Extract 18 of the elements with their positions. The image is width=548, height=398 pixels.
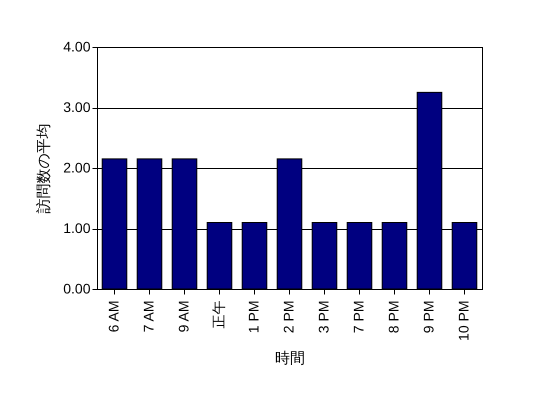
x-tick-label: 3 PM (316, 300, 332, 334)
y-tick-label: 2.00 (63, 160, 91, 176)
x-tick-label: 9 AM (176, 300, 192, 332)
x-tick-label: 正午 (210, 300, 226, 328)
y-axis-title: 訪問数の平均 (35, 124, 52, 214)
x-tick-label: 2 PM (280, 300, 296, 334)
y-tick-label: 3.00 (63, 99, 91, 115)
y-tick-label: 0.00 (63, 280, 91, 296)
x-tick-label: 8 PM (386, 300, 402, 334)
x-tick-label: 6 AM (106, 300, 122, 332)
x-tick-label: 7 AM (140, 300, 156, 332)
x-tick-label: 1 PM (246, 300, 262, 334)
y-tick-label: 1.00 (63, 220, 91, 236)
x-tick-label: 9 PM (420, 300, 436, 334)
y-tick-label: 4.00 (63, 38, 91, 54)
x-tick-label: 7 PM (350, 300, 366, 334)
x-tick-label: 10 PM (456, 300, 472, 341)
x-axis-title: 時間 (275, 350, 305, 367)
